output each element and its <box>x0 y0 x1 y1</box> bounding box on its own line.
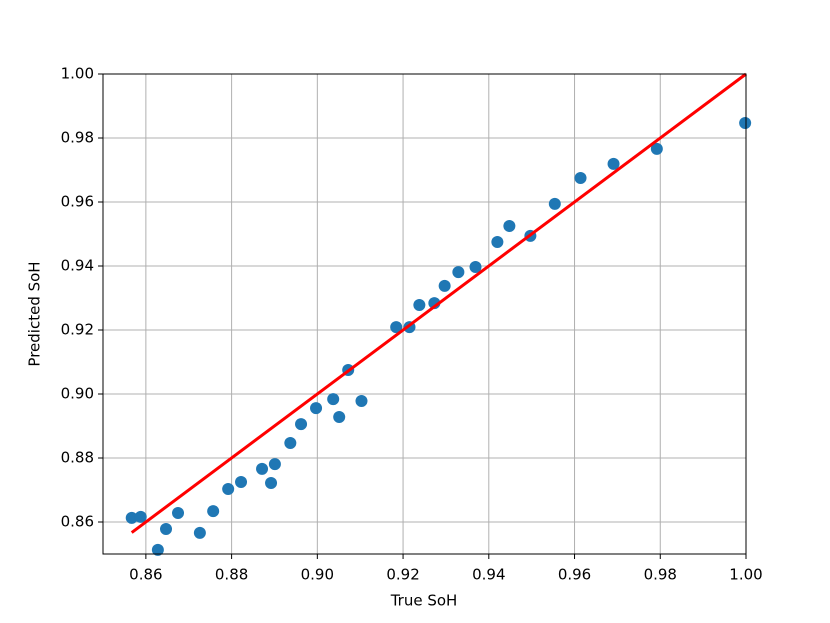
grid <box>103 73 747 554</box>
x-tick-label: 0.96 <box>558 566 591 584</box>
scatter-point <box>390 321 403 334</box>
scatter-point <box>268 458 281 471</box>
scatter-point <box>491 236 504 248</box>
scatter-point <box>548 197 561 210</box>
scatter-point <box>452 266 465 279</box>
scatter-point <box>295 418 308 431</box>
scatter-point <box>438 279 451 292</box>
y-tick-label: 0.98 <box>61 129 94 147</box>
scatter-point <box>327 393 340 406</box>
x-tick-label: 0.90 <box>301 566 334 584</box>
y-tick-label: 1.00 <box>61 65 94 83</box>
plot-frame <box>102 73 747 555</box>
y-tick-label: 0.96 <box>61 193 94 211</box>
scatter-point <box>265 476 278 489</box>
scatter-point <box>125 511 138 524</box>
x-tick-label: 0.88 <box>215 566 248 584</box>
scatter-point <box>151 543 164 556</box>
marks <box>125 72 752 556</box>
scatter-point <box>503 220 516 232</box>
scatter-point <box>310 402 323 415</box>
scatter-point <box>333 411 346 424</box>
scatter-point <box>134 510 147 523</box>
scatter-point <box>222 483 235 496</box>
scatter-point <box>207 505 220 518</box>
y-tick-label: 0.92 <box>61 321 94 339</box>
scatter-point <box>607 157 620 170</box>
scatter-point <box>574 172 587 184</box>
y-axis-label: Predicted SoH <box>26 261 44 366</box>
scatter-point <box>355 395 368 408</box>
scatter-point <box>193 526 206 539</box>
scatter-point <box>469 260 482 273</box>
x-tick-label: 0.92 <box>386 566 419 584</box>
scatter-point <box>160 523 173 536</box>
scatter-point <box>284 436 297 449</box>
x-tick-label: 0.94 <box>472 566 505 584</box>
scatter-point <box>650 142 663 155</box>
y-tick-label: 0.94 <box>61 257 94 275</box>
x-tick-label: 0.86 <box>129 566 162 584</box>
scatter-point <box>172 507 185 520</box>
fit-line <box>130 72 747 534</box>
x-axis-label: True SoH <box>390 592 458 610</box>
x-tick-label: 1.00 <box>729 566 762 584</box>
scatter-point <box>739 116 752 129</box>
scatter-point <box>413 299 426 312</box>
scatter-point <box>235 476 248 488</box>
y-tick-label: 0.88 <box>61 449 94 467</box>
y-tick-label: 0.90 <box>61 385 94 403</box>
scatter-point <box>256 462 269 475</box>
x-tick-label: 0.98 <box>644 566 677 584</box>
y-tick-label: 0.86 <box>61 513 94 531</box>
